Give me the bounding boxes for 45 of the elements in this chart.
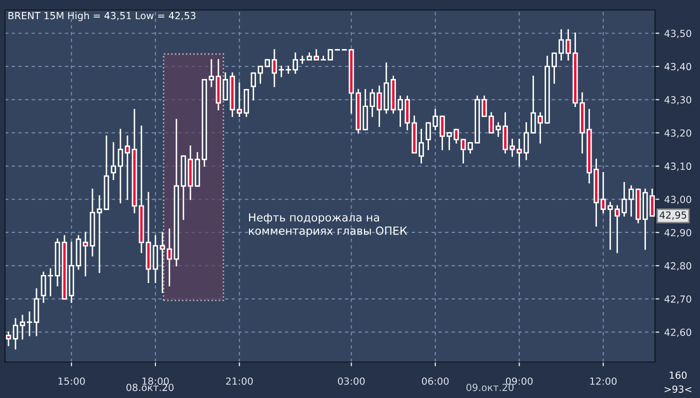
candlestick (236, 82, 242, 117)
text: >93< (664, 385, 692, 393)
annotation: 42,95 (660, 211, 686, 220)
chart-title: BRENT 15M High = 43,51 Low = 42,53 (8, 12, 196, 22)
candlestick (272, 49, 277, 88)
y-tick-label: 43,50 (664, 30, 692, 38)
annotation: Нефть подорожала на комментариях главы ОПЕК (249, 213, 408, 238)
candlestick (166, 228, 172, 286)
candlestick (90, 188, 96, 256)
candlestick (138, 126, 144, 254)
x-tick-label: 09:00 (506, 377, 533, 385)
candlestick (230, 72, 236, 117)
candlestick (96, 195, 102, 274)
y-tick-label: 42,80 (664, 262, 692, 271)
candlestick (132, 108, 138, 214)
candlestick (26, 311, 32, 336)
y-tick-label: 43,00 (664, 196, 692, 204)
text: 08.окт.20 (126, 384, 174, 392)
y-tick-label: 42,70 (664, 295, 692, 304)
x-tick-label: 18:00 (142, 377, 169, 385)
x-tick-label: 15:00 (58, 377, 85, 385)
x-tick-label: 21:00 (226, 377, 253, 385)
x-tick-label: 06:00 (422, 377, 449, 385)
x-tick-label: 12:00 (590, 377, 617, 385)
candlestick (146, 192, 152, 283)
text: 160 (670, 371, 687, 379)
candlestick (188, 145, 194, 200)
candlestick (208, 59, 214, 88)
candlestick (82, 232, 88, 276)
y-tick-label: 43,20 (664, 129, 692, 138)
y-tick-label: 43,10 (664, 162, 692, 171)
text: 09.окт.20 (466, 384, 514, 392)
candlestick (160, 232, 166, 293)
candlestick (216, 59, 222, 110)
candlestick (278, 66, 284, 78)
y-tick-label: 42,90 (664, 228, 692, 238)
y-tick-label: 43,40 (664, 62, 692, 72)
y-tick-label: 42,60 (664, 328, 692, 337)
candlestick (34, 288, 40, 336)
candlestick (118, 128, 124, 204)
x-tick-label: 03:00 (338, 377, 365, 385)
y-tick-label: 43,30 (664, 96, 692, 104)
candlestick (174, 118, 180, 266)
candlestick (152, 235, 158, 283)
candlestick (124, 135, 130, 200)
